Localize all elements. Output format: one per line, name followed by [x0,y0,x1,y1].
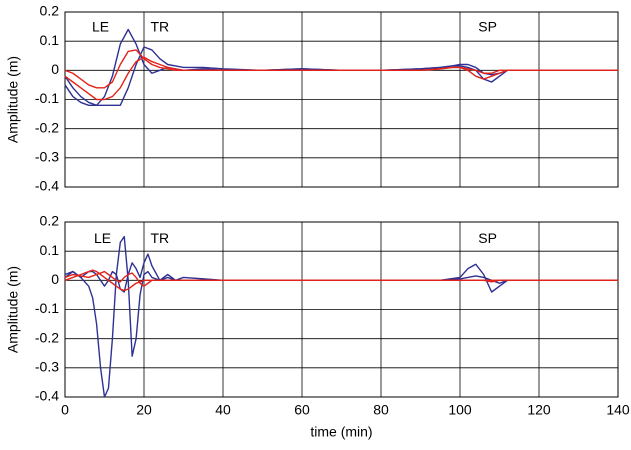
series-line [64,270,618,287]
y-tick-label: 0.1 [40,242,60,258]
x-tick-label: 60 [294,402,310,418]
x-tick-label: 0 [61,402,69,418]
y-axis-label: Amplitude (m) [5,56,21,143]
y-axis-label: Amplitude (m) [5,266,21,353]
annotation: TR [150,19,169,35]
series-line [64,253,618,293]
x-tick-label: 80 [373,402,389,418]
y-tick-label: 0.2 [40,213,60,229]
x-tick-label: 100 [448,402,472,418]
y-tick-label: -0.3 [35,149,59,165]
series-line [64,56,618,101]
y-tick-label: -0.2 [35,119,59,135]
series-line [64,235,618,398]
y-tick-label: -0.1 [35,90,59,106]
annotation: SP [478,19,497,35]
plot-frame [64,11,619,188]
y-tick-label: -0.4 [35,178,59,194]
y-tick-label: 0.1 [40,32,60,48]
x-tick-label: 120 [527,402,551,418]
annotation: SP [478,230,497,246]
x-axis-label: time (min) [310,424,372,440]
y-tick-label: -0.2 [35,329,59,345]
y-tick-label: -0.4 [35,388,59,404]
y-tick-label: 0 [51,61,59,77]
annotation: TR [150,230,169,246]
plot-frame [64,221,619,398]
y-tick-label: -0.3 [35,359,59,375]
series-line [64,46,618,107]
y-tick-label: -0.1 [35,300,59,316]
x-tick-label: 20 [136,402,152,418]
y-tick-label: 0 [51,271,59,287]
x-tick-label: 40 [215,402,231,418]
annotation: LE [92,19,109,35]
x-tick-label: 140 [606,402,630,418]
y-tick-label: 0.2 [40,3,60,19]
annotation: LE [94,230,111,246]
